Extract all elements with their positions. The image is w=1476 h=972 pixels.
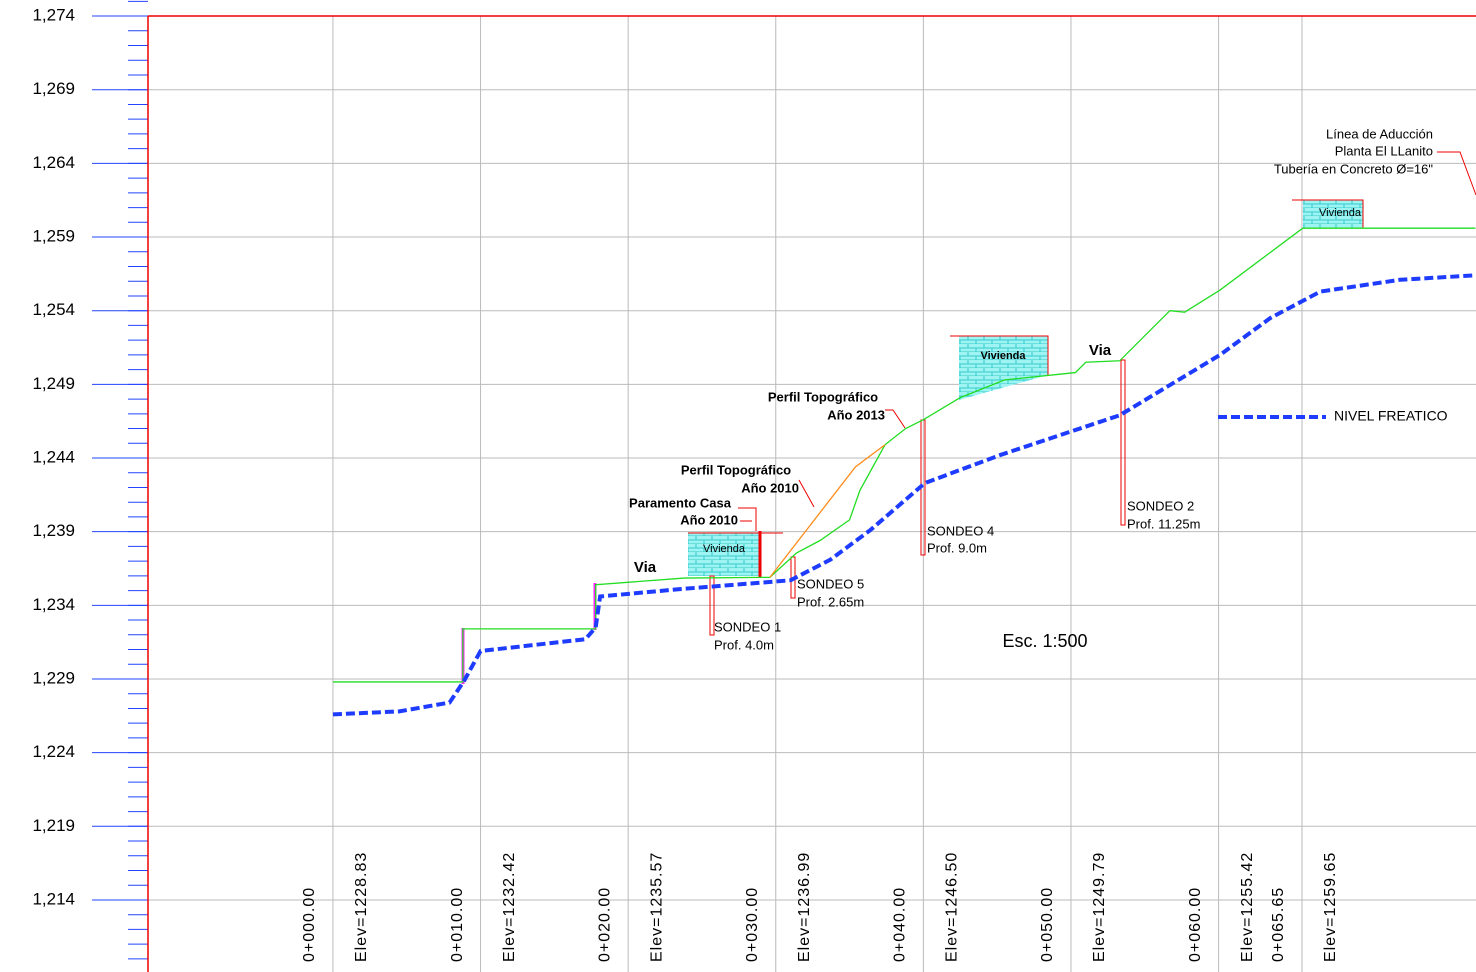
y-tick-label: 1,244 [32, 447, 75, 466]
elevation-label: Elev=1235.57 [648, 852, 665, 962]
series-line [769, 444, 886, 578]
annotation: Prof. 4.0m [714, 637, 774, 652]
annotation: Perfil Topográfico [681, 462, 791, 477]
annotation: SONDEO 4 [927, 523, 994, 538]
series-line [332, 227, 1476, 683]
x-tick-label: 0+060.00 [1187, 887, 1204, 962]
y-tick-label: 1,224 [32, 742, 75, 761]
elevation-label: Elev=1228.83 [353, 852, 370, 962]
annotation: Prof. 11.25m [1127, 516, 1200, 531]
house [1303, 200, 1363, 228]
house [688, 533, 760, 576]
elevation-label: Elev=1232.42 [501, 852, 518, 962]
annotation: Prof. 2.65m [797, 594, 864, 609]
annotation: Año 2013 [827, 407, 885, 422]
annotation: Vivienda [703, 543, 746, 555]
y-tick-label: 1,269 [32, 79, 75, 98]
elevation-label: Elev=1236.99 [796, 852, 813, 962]
y-tick-label: 1,249 [32, 374, 75, 393]
annotation: Perfil Topográfico [768, 389, 878, 404]
annotation: Año 2010 [741, 480, 799, 495]
annotation: Via [1089, 342, 1112, 359]
y-tick-label: 1,259 [32, 227, 75, 246]
series-line [332, 273, 1476, 717]
x-tick-label: 0+050.00 [1039, 887, 1056, 962]
y-tick-label: 1,274 [32, 6, 75, 25]
x-tick-label: 0+030.00 [744, 887, 761, 962]
house [959, 336, 1048, 400]
annotation: Vivienda [1319, 207, 1362, 219]
annotation: SONDEO 5 [797, 576, 864, 591]
x-tick-label: 0+010.00 [449, 887, 466, 962]
annotation: Prof. 9.0m [927, 540, 987, 555]
y-tick-label: 1,239 [32, 521, 75, 540]
annotation: Vivienda [980, 350, 1026, 362]
y-tick-label: 1,234 [32, 595, 75, 614]
annotation: SONDEO 2 [1127, 498, 1194, 513]
annotation: SONDEO 1 [714, 619, 781, 634]
elevation-label: Elev=1255.42 [1239, 852, 1256, 962]
x-tick-label: 0+040.00 [892, 887, 909, 962]
x-tick-label: 0+065.65 [1270, 887, 1287, 962]
roof [950, 335, 1049, 375]
legend-label: NIVEL FREATICO [1334, 408, 1448, 424]
y-tick-label: 1,264 [32, 153, 75, 172]
elevation-label: Elev=1249.79 [1091, 852, 1108, 962]
y-tick-label: 1,214 [32, 889, 75, 908]
y-tick-label: 1,254 [32, 300, 75, 319]
elevation-label: Elev=1259.65 [1322, 852, 1339, 962]
y-tick-label: 1,229 [32, 668, 75, 687]
grid: 1,214 1,219 1,224 1,229 1,234 1,239 1,244 1,249… [32, 0, 1476, 972]
annotation: Via [634, 559, 657, 576]
annotation: Paramento Casa [629, 495, 732, 510]
annotation: Línea de Aducción [1326, 126, 1433, 141]
elevation-label: Elev=1246.50 [944, 852, 961, 962]
annotation: Tubería en Concreto Ø=16" [1274, 161, 1434, 176]
annotation: Esc. 1:500 [1002, 631, 1087, 651]
annotation: Año 2010 [680, 512, 738, 527]
x-tick-label: 0+020.00 [596, 887, 613, 962]
y-tick-label: 1,219 [32, 816, 75, 835]
annotation: Planta El LLanito [1335, 143, 1433, 158]
roof [1292, 199, 1364, 228]
x-tick-label: 0+000.00 [301, 887, 318, 962]
